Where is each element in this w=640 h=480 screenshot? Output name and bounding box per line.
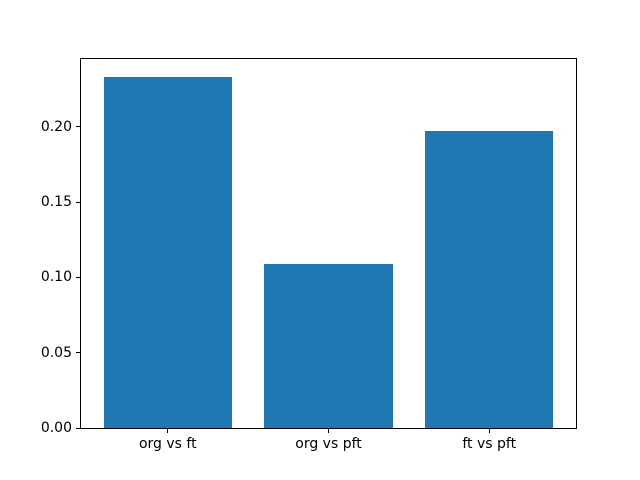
y-tick-mark — [76, 276, 80, 278]
x-tick-mark — [328, 429, 329, 433]
y-tick-mark — [76, 352, 80, 354]
y-tick-mark — [76, 201, 80, 203]
plot-area: 0.00 0.05 0.10 0.15 0.20 org vs ft org vs pft f… — [41, 58, 577, 452]
x-tick-label: org vs pft — [295, 436, 362, 452]
bar-org-vs-pft — [264, 263, 393, 428]
x-tick-label: org vs ft — [138, 436, 197, 452]
bar-ft-vs-pft — [424, 131, 554, 428]
x-tick-mark — [167, 429, 169, 433]
y-tick-mark — [76, 126, 80, 128]
y-tick-label: 0.00 — [40, 420, 72, 436]
bar-org-vs-ft — [103, 77, 233, 428]
x-tick-mark — [488, 429, 490, 433]
y-tick-label: 0.10 — [40, 269, 72, 286]
y-tick-mark — [76, 427, 80, 429]
y-tick-label: 0.20 — [40, 118, 72, 135]
x-tick-label: ft vs pft — [462, 436, 517, 452]
y-tick-label: 0.05 — [40, 344, 72, 361]
y-tick-label: 0.15 — [40, 194, 72, 211]
